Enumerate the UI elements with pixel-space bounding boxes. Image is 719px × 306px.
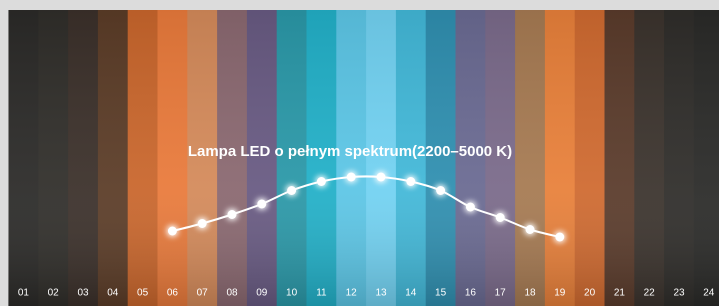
x-tick-label: 19	[554, 288, 566, 299]
light-point	[555, 233, 564, 242]
x-tick-label: 10	[286, 288, 298, 299]
light-point	[347, 173, 356, 182]
x-tick-label: 24	[703, 288, 715, 299]
x-tick-label: 01	[18, 288, 30, 299]
light-point	[168, 227, 177, 236]
x-tick-label: 15	[435, 288, 447, 299]
light-point	[198, 219, 207, 228]
light-point	[228, 210, 237, 219]
page: {"chart_data": {"type": "line", "title":…	[0, 0, 719, 306]
x-tick-label: 07	[197, 288, 209, 299]
x-tick-label: 22	[644, 288, 656, 299]
x-tick-label: 05	[137, 288, 149, 299]
x-tick-label: 02	[48, 288, 60, 299]
x-tick-label: 17	[495, 288, 507, 299]
x-tick-label: 16	[465, 288, 477, 299]
x-tick-label: 23	[673, 288, 685, 299]
light-point	[526, 225, 535, 234]
light-point	[317, 177, 326, 186]
chart-title: Lampa LED o pełnym spektrum(2200–5000 K)	[188, 143, 512, 160]
x-tick-label: 20	[584, 288, 596, 299]
light-point	[257, 200, 266, 209]
chart: Lampa LED o pełnym spektrum(2200–5000 K)…	[0, 0, 719, 306]
x-tick-label: 11	[316, 288, 327, 299]
light-point	[436, 186, 445, 195]
x-tick-label: 04	[107, 288, 119, 299]
x-tick-label: 14	[405, 288, 417, 299]
x-tick-label: 13	[375, 288, 387, 299]
light-point	[496, 213, 505, 222]
x-tick-label: 21	[614, 288, 626, 299]
light-point	[287, 186, 296, 195]
x-tick-label: 08	[226, 288, 238, 299]
x-tick-label: 18	[524, 288, 536, 299]
x-tick-label: 12	[346, 288, 358, 299]
light-point	[406, 177, 415, 186]
x-tick-label: 09	[256, 288, 268, 299]
light-point	[377, 173, 386, 182]
x-tick-label: 03	[77, 288, 89, 299]
light-point	[466, 203, 475, 212]
x-tick-label: 06	[167, 288, 179, 299]
